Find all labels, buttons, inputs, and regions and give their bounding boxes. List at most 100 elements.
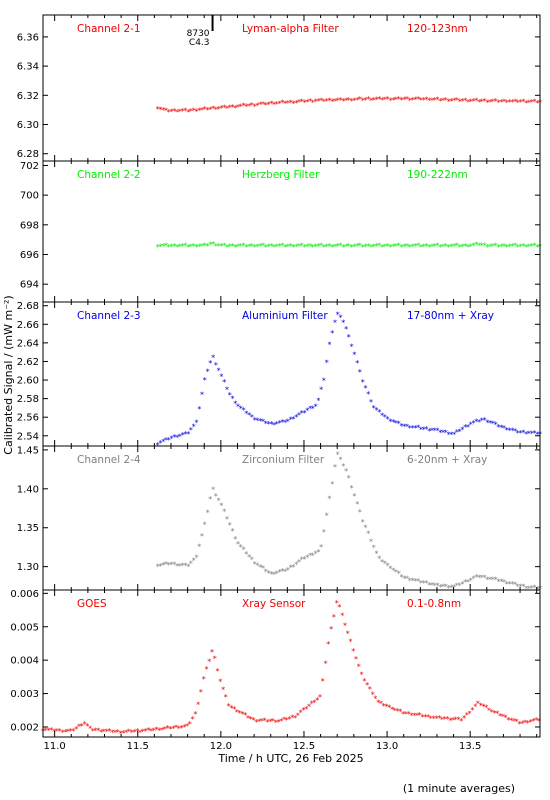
data-point: * <box>385 703 389 712</box>
data-point: * <box>447 97 451 106</box>
y-tick-label: 2.66 <box>17 320 39 331</box>
data-point: * <box>463 423 467 432</box>
data-point: * <box>408 243 412 252</box>
data-point: * <box>99 728 103 737</box>
data-point: * <box>286 418 290 427</box>
data-point: * <box>108 727 112 736</box>
data-point: * <box>183 107 187 116</box>
data-point: * <box>519 242 523 251</box>
data-point: * <box>441 242 445 251</box>
data-point: * <box>116 728 120 737</box>
data-point: * <box>535 243 539 252</box>
data-point: * <box>427 243 431 252</box>
data-point: * <box>314 402 318 411</box>
data-point: * <box>330 243 334 252</box>
data-point: * <box>74 725 78 734</box>
data-point: * <box>261 100 265 109</box>
data-point: * <box>455 242 459 251</box>
data-point: * <box>366 242 370 251</box>
data-point: * <box>336 96 340 105</box>
data-point: * <box>424 95 428 104</box>
data-point: * <box>186 430 190 439</box>
data-point: * <box>513 427 517 436</box>
panel-band-label: 190-222nm <box>407 169 468 181</box>
data-point: * <box>283 419 287 428</box>
y-tick-label: 6.32 <box>17 91 39 102</box>
data-point: * <box>495 710 499 719</box>
data-point: * <box>253 416 257 425</box>
data-point: * <box>533 242 537 251</box>
data-point: * <box>524 99 528 108</box>
data-point: * <box>297 558 301 567</box>
data-point: * <box>55 727 59 736</box>
data-point: * <box>211 354 215 363</box>
data-point: * <box>343 622 347 631</box>
data-point: * <box>195 554 199 563</box>
data-point: * <box>339 456 343 465</box>
data-point: * <box>419 96 423 105</box>
data-point: * <box>325 97 329 106</box>
data-point: * <box>275 100 279 109</box>
data-point: * <box>279 717 283 726</box>
data-point: * <box>244 103 248 112</box>
data-point: * <box>308 552 312 561</box>
data-point: * <box>291 563 295 572</box>
data-point: * <box>380 96 384 105</box>
data-point: * <box>510 98 514 107</box>
data-point: * <box>316 242 320 251</box>
data-point: * <box>238 709 242 718</box>
data-point: * <box>400 243 404 252</box>
data-point: * <box>178 562 182 571</box>
data-point: * <box>537 717 541 726</box>
data-point: * <box>535 430 539 439</box>
data-point: * <box>181 107 185 116</box>
data-point: * <box>521 98 525 107</box>
y-tick-label: 694 <box>20 280 39 291</box>
data-point: * <box>419 243 423 252</box>
data-point: * <box>519 429 523 438</box>
panels-group: * * * * * * * * * * * * * * * * * * * * * * * * * * * * * * * * * * * * * * * *… <box>10 14 542 752</box>
data-point: * <box>159 562 163 571</box>
data-point: * <box>203 241 207 250</box>
data-point: * <box>300 242 304 251</box>
data-point: * <box>468 709 472 718</box>
data-point: * <box>499 423 503 432</box>
data-point: * <box>349 637 353 646</box>
data-point: * <box>493 709 497 718</box>
data-point: * <box>236 243 240 252</box>
data-point: * <box>339 96 343 105</box>
data-point: * <box>239 102 243 111</box>
data-point: * <box>438 428 442 437</box>
data-point: * <box>411 96 415 105</box>
data-point: * <box>449 431 453 440</box>
data-point: * <box>341 462 345 471</box>
data-point: * <box>60 728 64 737</box>
data-point: * <box>283 568 287 577</box>
data-point: * <box>258 563 262 572</box>
data-point: * <box>197 543 201 552</box>
data-point: * <box>167 436 171 445</box>
data-point: * <box>199 688 203 697</box>
data-point: * <box>424 579 428 588</box>
data-point: * <box>239 404 243 413</box>
data-point: * <box>455 96 459 105</box>
data-point: * <box>161 438 165 447</box>
data-point: * <box>433 96 437 105</box>
data-point: * <box>455 581 459 590</box>
data-point: * <box>472 242 476 251</box>
data-point: * <box>369 243 373 252</box>
data-point: * <box>311 243 315 252</box>
data-point: * <box>509 716 513 725</box>
data-point: * <box>192 423 196 432</box>
data-point: * <box>200 242 204 251</box>
data-point: * <box>516 99 520 108</box>
panel-channel-label: Channel 2-2 <box>77 169 141 181</box>
data-point: * <box>211 485 215 494</box>
data-point: * <box>527 243 531 252</box>
data-point: * <box>388 417 392 426</box>
data-point: * <box>83 720 87 729</box>
y-tick-label: 702 <box>20 161 39 172</box>
data-point: * <box>460 242 464 251</box>
data-point: * <box>316 397 320 406</box>
data-point: * <box>278 99 282 108</box>
